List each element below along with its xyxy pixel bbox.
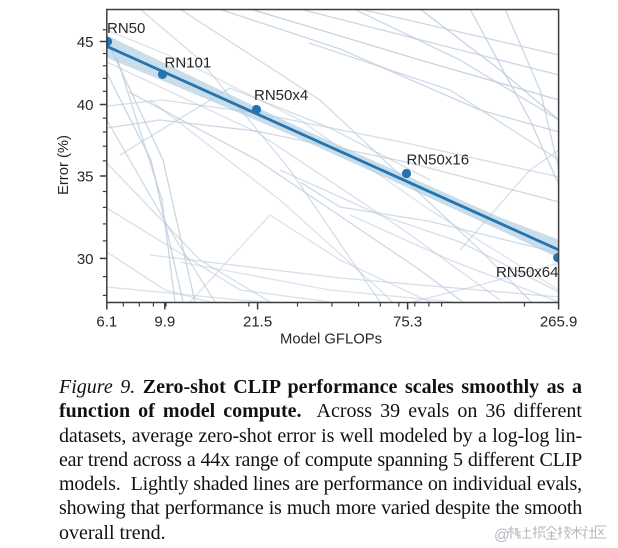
svg-text:35: 35: [77, 169, 94, 186]
svg-text:Error (%): Error (%): [56, 135, 72, 195]
svg-text:75.3: 75.3: [393, 314, 422, 331]
svg-text:30: 30: [77, 251, 94, 268]
svg-text:9.9: 9.9: [154, 314, 175, 331]
svg-text:21.5: 21.5: [243, 314, 272, 331]
svg-text:RN50x16: RN50x16: [407, 152, 470, 169]
svg-text:265.9: 265.9: [540, 314, 578, 331]
svg-text:@: @: [494, 527, 510, 544]
svg-text:40: 40: [77, 97, 94, 114]
svg-text:45: 45: [77, 34, 94, 51]
svg-text:Model GFLOPs: Model GFLOPs: [280, 332, 382, 348]
svg-text:RN50: RN50: [107, 20, 145, 37]
svg-text:RN101: RN101: [165, 55, 212, 72]
svg-text:RN50x4: RN50x4: [254, 87, 308, 104]
svg-text:6.1: 6.1: [96, 314, 117, 331]
svg-text:RN50x64: RN50x64: [496, 264, 559, 281]
